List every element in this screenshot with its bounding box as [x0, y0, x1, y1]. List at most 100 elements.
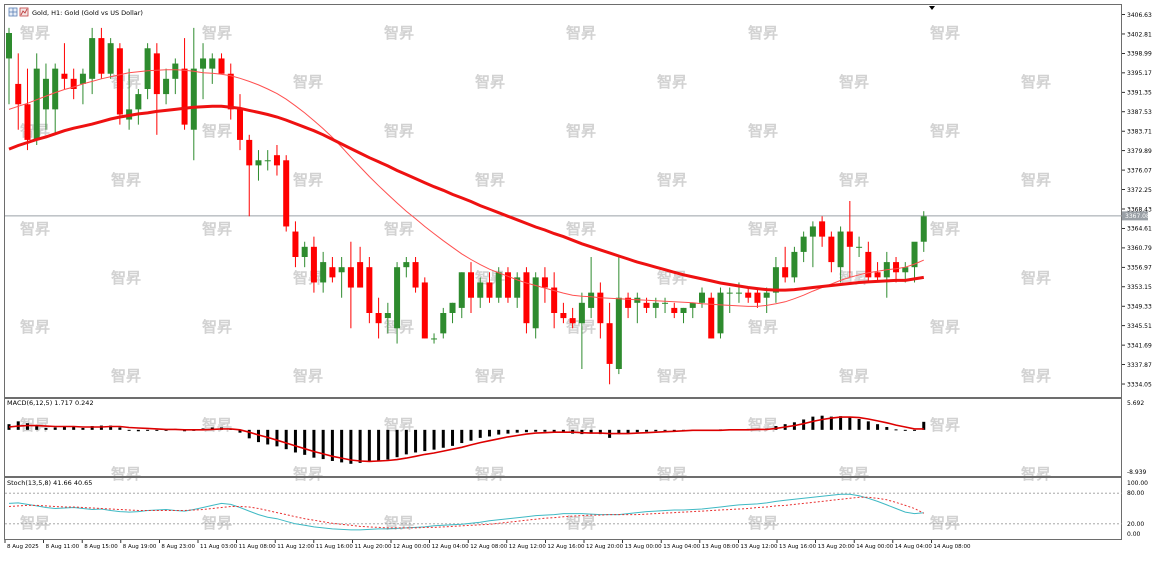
candle-body[interactable]	[412, 262, 419, 288]
macd-histogram-bar[interactable]	[127, 429, 131, 431]
macd-histogram-bar[interactable]	[293, 429, 297, 453]
candle-body[interactable]	[578, 302, 585, 324]
macd-histogram-bar[interactable]	[312, 429, 316, 458]
macd-histogram-bar[interactable]	[589, 429, 593, 434]
candle-body[interactable]	[209, 58, 216, 69]
macd-histogram-bar[interactable]	[654, 429, 658, 432]
candle-body[interactable]	[329, 267, 336, 278]
macd-histogram-bar[interactable]	[275, 429, 279, 447]
macd-histogram-bar[interactable]	[451, 429, 455, 446]
candle-body[interactable]	[181, 68, 188, 125]
macd-histogram-bar[interactable]	[663, 429, 667, 431]
candle-body[interactable]	[338, 267, 345, 273]
price-pane[interactable]	[5, 27, 1122, 385]
macd-histogram-bar[interactable]	[146, 429, 150, 431]
candle-body[interactable]	[495, 272, 502, 298]
candle-body[interactable]	[652, 302, 659, 308]
macd-histogram-bar[interactable]	[497, 429, 501, 435]
candle-body[interactable]	[237, 109, 243, 140]
candle-body[interactable]	[403, 262, 410, 268]
candle-body[interactable]	[772, 267, 779, 293]
macd-histogram-bar[interactable]	[460, 429, 464, 444]
macd-histogram-bar[interactable]	[829, 416, 833, 430]
macd-histogram-bar[interactable]	[885, 427, 889, 430]
macd-histogram-bar[interactable]	[44, 427, 48, 430]
candle-body[interactable]	[735, 292, 742, 294]
candle-body[interactable]	[671, 307, 678, 313]
candle-body[interactable]	[865, 251, 872, 278]
macd-histogram-bar[interactable]	[469, 429, 473, 441]
candle-body[interactable]	[107, 43, 114, 74]
macd-histogram-bar[interactable]	[839, 416, 843, 430]
candle-body[interactable]	[689, 302, 696, 308]
macd-histogram-bar[interactable]	[136, 429, 140, 432]
ma-slow-line[interactable]	[8, 104, 925, 292]
macd-histogram-bar[interactable]	[53, 427, 57, 430]
candle-body[interactable]	[283, 160, 290, 227]
macd-histogram-bar[interactable]	[35, 426, 39, 430]
macd-histogram-bar[interactable]	[876, 424, 880, 430]
candle-body[interactable]	[837, 231, 844, 268]
macd-histogram-bar[interactable]	[358, 429, 362, 463]
macd-histogram-bar[interactable]	[432, 429, 436, 450]
candle-body[interactable]	[477, 282, 484, 298]
macd-histogram-bar[interactable]	[386, 429, 390, 460]
macd-histogram-bar[interactable]	[857, 418, 861, 430]
candle-body[interactable]	[893, 262, 900, 273]
macd-histogram-bar[interactable]	[377, 429, 381, 461]
candle-body[interactable]	[357, 262, 364, 288]
candle-body[interactable]	[70, 78, 77, 89]
candle-body[interactable]	[662, 302, 669, 304]
chart-shift-marker[interactable]	[929, 6, 935, 10]
candle-body[interactable]	[541, 277, 548, 288]
macd-histogram-bar[interactable]	[72, 427, 76, 430]
candle-body[interactable]	[384, 313, 391, 319]
macd-histogram-bar[interactable]	[506, 429, 510, 434]
candle-body[interactable]	[440, 313, 447, 334]
candle-body[interactable]	[643, 302, 650, 308]
macd-histogram-bar[interactable]	[395, 429, 399, 458]
candle-body[interactable]	[227, 73, 234, 110]
candle-body[interactable]	[920, 216, 927, 242]
candle-body[interactable]	[366, 267, 373, 313]
candle-body[interactable]	[190, 68, 197, 130]
candle-body[interactable]	[486, 282, 493, 298]
candle-body[interactable]	[375, 313, 382, 324]
macd-histogram-bar[interactable]	[515, 429, 519, 433]
candle-body[interactable]	[560, 313, 567, 319]
macd-histogram-bar[interactable]	[811, 416, 815, 430]
candle-body[interactable]	[144, 48, 151, 89]
candle-body[interactable]	[42, 78, 49, 110]
candle-body[interactable]	[394, 267, 401, 329]
candle-body[interactable]	[597, 292, 604, 324]
macd-histogram-bar[interactable]	[349, 429, 353, 464]
candle-body[interactable]	[819, 221, 826, 237]
macd-histogram-bar[interactable]	[524, 429, 528, 433]
candle-body[interactable]	[588, 292, 595, 308]
candle-body[interactable]	[255, 160, 262, 166]
macd-histogram-bar[interactable]	[913, 429, 917, 431]
candle-body[interactable]	[699, 292, 705, 303]
candle-body[interactable]	[754, 292, 761, 303]
candle-body[interactable]	[264, 160, 271, 162]
stoch-main-line[interactable]	[8, 493, 924, 531]
macd-histogram-bar[interactable]	[820, 415, 824, 430]
candle-body[interactable]	[791, 251, 798, 278]
candle-body[interactable]	[874, 272, 881, 278]
candle-body[interactable]	[52, 68, 59, 110]
macd-histogram-bar[interactable]	[414, 429, 418, 453]
candle-body[interactable]	[468, 272, 474, 298]
macd-histogram-bar[interactable]	[109, 425, 113, 430]
candle-body[interactable]	[79, 73, 86, 84]
candle-body[interactable]	[569, 318, 576, 324]
macd-histogram-bar[interactable]	[848, 417, 852, 430]
candle-body[interactable]	[800, 236, 807, 252]
candle-body[interactable]	[458, 272, 465, 308]
candle-body[interactable]	[98, 38, 105, 74]
candle-body[interactable]	[763, 292, 770, 298]
macd-signal-line[interactable]	[8, 416, 924, 463]
macd-histogram-bar[interactable]	[25, 423, 29, 430]
candle-body[interactable]	[15, 83, 22, 105]
candle-body[interactable]	[708, 297, 715, 339]
